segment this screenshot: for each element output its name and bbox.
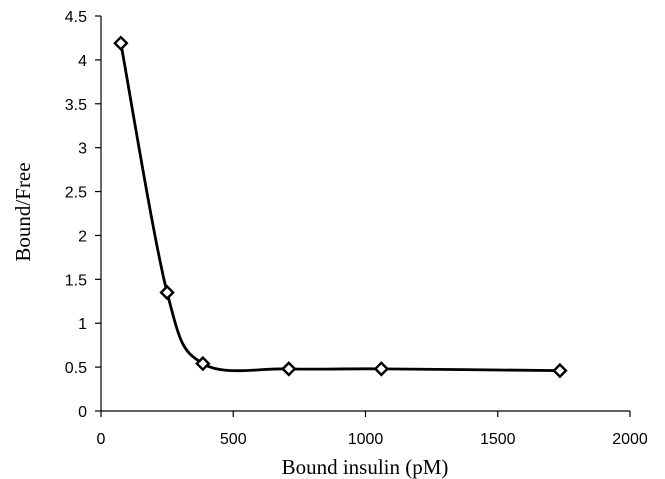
y-axis-ticks: 0 0.5 1 1.5 2 2.5 3 3.5 4 4.5 xyxy=(65,9,101,421)
data-point-marker xyxy=(159,284,175,301)
y-axis-title: Bound/Free xyxy=(11,162,35,261)
plot-area xyxy=(100,16,630,412)
data-point-marker xyxy=(373,361,390,377)
x-axis-ticks: 0 500 1000 1500 2000 xyxy=(97,411,648,448)
y-tick-label: 4 xyxy=(78,53,87,70)
y-tick-label: 1.5 xyxy=(65,272,87,289)
data-point-marker xyxy=(195,355,211,372)
y-tick-label: 0 xyxy=(78,404,87,421)
y-tick-label: 1 xyxy=(78,316,87,333)
x-axis-title: Bound insulin (pM) xyxy=(282,455,449,479)
y-tick-label: 3.5 xyxy=(65,97,87,114)
series-line xyxy=(119,41,562,373)
x-tick-label: 500 xyxy=(220,431,247,448)
x-tick-label: 1500 xyxy=(480,431,516,448)
x-tick-label: 1000 xyxy=(348,431,384,448)
x-tick-label: 0 xyxy=(97,431,106,448)
y-tick-label: 0.5 xyxy=(65,360,87,377)
y-tick-label: 2.5 xyxy=(65,185,87,202)
y-tick-label: 2 xyxy=(78,228,87,245)
y-tick-label: 4.5 xyxy=(65,9,87,26)
data-point-marker xyxy=(552,362,568,379)
y-tick-label: 3 xyxy=(78,141,87,158)
data-point-marker xyxy=(281,361,297,377)
data-point-marker xyxy=(113,35,129,51)
x-tick-label: 2000 xyxy=(612,431,648,448)
